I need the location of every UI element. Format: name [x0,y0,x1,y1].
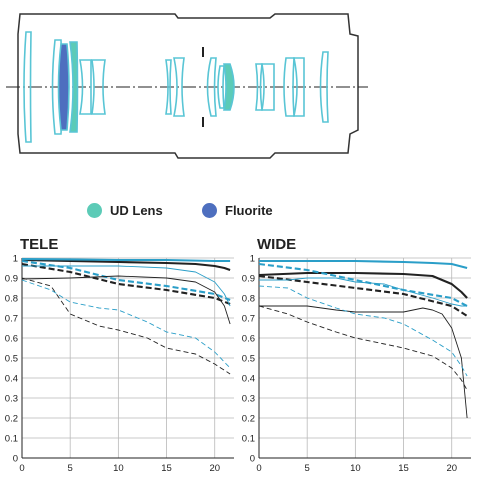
tele-chart-title: TELE [20,236,59,253]
x-tick-label: 15 [161,463,172,474]
y-tick-label: 0.5 [242,354,255,365]
mtf-series-line [259,305,468,419]
y-tick-label: 0.4 [5,374,18,385]
mtf-series-line [21,262,231,305]
y-tick-label: 0.2 [5,414,18,425]
y-tick-label: 0.5 [5,354,18,365]
ud-lens-swatch [87,202,102,218]
x-tick-label: 0 [19,463,24,474]
mtf-series-line [258,305,468,391]
x-tick-label: 0 [256,463,261,474]
ud-lens-label: UD Lens [110,202,163,218]
mtf-series-line [21,277,231,375]
y-tick-label: 0.1 [5,434,18,445]
mtf-chart-wide: 00.10.20.30.40.50.60.70.80.910 5 10 15 20 [242,254,471,474]
y-tick-label: 1 [250,254,255,265]
lens-element [79,59,92,115]
y-tick-label: 0 [13,454,18,465]
mtf-series-line [21,258,231,271]
x-tick-label: 20 [446,463,457,474]
y-tick-label: 0.8 [5,294,18,305]
mtf-series-line [258,271,468,299]
y-tick-label: 0.9 [242,274,255,285]
lens-element [91,59,106,115]
mtf-chart-tele: 00.10.20.30.40.50.60.70.80.910 5 10 15 20 [5,254,234,474]
lens-element [319,51,329,123]
fluorite-swatch [202,202,217,218]
x-tick-label: 20 [209,463,220,474]
ud-element [69,41,79,133]
x-tick-label: 10 [113,463,124,474]
y-tick-label: 0.4 [242,374,255,385]
lens-element [261,63,275,111]
y-tick-label: 0.6 [242,334,255,345]
lens-construction-diagram [6,13,368,159]
y-tick-label: 0.2 [242,414,255,425]
y-tick-label: 0.7 [242,314,255,325]
y-tick-label: 0.3 [5,394,18,405]
x-tick-label: 5 [305,463,310,474]
y-tick-label: 0.6 [5,334,18,345]
mtf-series-line [21,275,231,325]
ud-element [223,63,235,111]
y-tick-label: 0.3 [242,394,255,405]
lens-barrel-outline [17,13,359,159]
mtf-series-line [258,285,468,377]
wide-chart-title: WIDE [257,236,297,253]
y-tick-label: 0.7 [5,314,18,325]
lens-element [173,57,185,117]
mtf-series-line [21,257,231,263]
mtf-series-line [258,274,468,317]
mtf-series-line [21,259,231,301]
y-tick-label: 0.9 [5,274,18,285]
legend-ud: UD Lens [87,200,163,220]
lens-element [206,57,217,117]
y-tick-label: 0.1 [242,434,255,445]
lens-element [23,31,32,143]
x-tick-label: 15 [398,463,409,474]
mtf-series-line [259,277,468,307]
mtf-series-line [259,259,468,270]
fluorite-element [57,43,70,131]
y-tick-label: 0 [250,454,255,465]
legend-fluorite: Fluorite [202,200,273,220]
fluorite-label: Fluorite [225,202,273,218]
y-tick-label: 0.8 [242,294,255,305]
mtf-series-line [22,265,231,307]
x-tick-label: 5 [68,463,73,474]
mtf-series-line [258,262,468,307]
y-tick-label: 1 [13,254,18,265]
lens-element [165,59,172,115]
lens-element [293,57,305,117]
mtf-series-line [21,279,231,369]
x-tick-label: 10 [350,463,361,474]
